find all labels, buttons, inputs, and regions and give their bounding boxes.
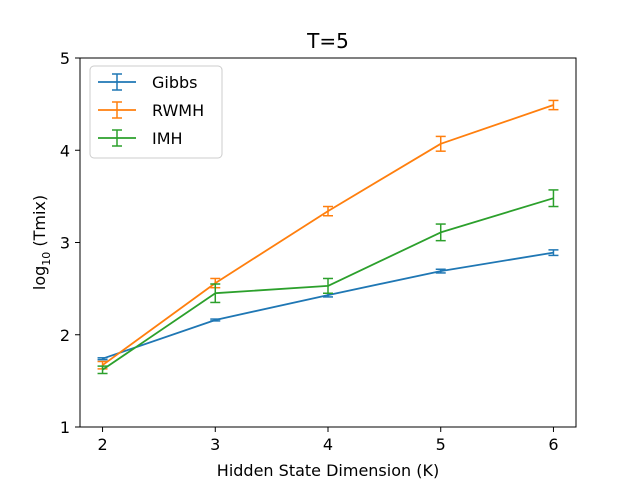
- y-tick-label: 1: [60, 418, 70, 437]
- y-tick-label: 4: [60, 141, 70, 160]
- series-layer: [97, 99, 559, 375]
- error-bar-rwmh: [435, 135, 446, 152]
- legend-item-imh: IMH: [98, 129, 183, 148]
- legend-label-rwmh: RWMH: [152, 101, 204, 120]
- y-tick-label: 2: [60, 326, 70, 345]
- x-tick-label: 2: [97, 435, 107, 454]
- x-tick-label: 3: [210, 435, 220, 454]
- legend-item-rwmh: RWMH: [98, 101, 204, 120]
- y-tick-label: 5: [60, 49, 70, 68]
- legend-label-gibbs: Gibbs: [152, 73, 198, 92]
- error-bar-gibbs: [97, 357, 108, 361]
- x-tick-label: 5: [436, 435, 446, 454]
- y-tick-label: 3: [60, 234, 70, 253]
- y-axis-label-subscript: 10: [40, 252, 53, 266]
- x-tick-label: 4: [323, 435, 333, 454]
- error-bar-imh: [548, 189, 559, 208]
- x-tick-label: 6: [548, 435, 558, 454]
- error-bar-gibbs: [548, 249, 559, 257]
- legend: Gibbs RWMH IMH: [89, 65, 223, 159]
- x-axis-ticks: 2 3 4 5 6: [97, 427, 559, 454]
- error-bar-gibbs: [435, 268, 446, 274]
- x-axis-label: Hidden State Dimension (K): [217, 461, 439, 480]
- error-bar-gibbs: [210, 318, 221, 322]
- y-axis-label: log10 (Tmix): [30, 195, 53, 290]
- y-axis-label-suffix: (Tmix): [30, 195, 49, 252]
- legend-items: Gibbs RWMH IMH: [98, 73, 204, 148]
- legend-label-imh: IMH: [152, 129, 183, 148]
- error-bar-imh: [97, 365, 108, 375]
- error-bar-rwmh: [548, 99, 559, 111]
- y-axis-ticks: 1 2 3 4 5: [60, 49, 80, 437]
- error-bar-imh: [323, 277, 333, 294]
- error-bar-rwmh: [323, 205, 333, 217]
- y-axis-label-prefix: log: [30, 266, 49, 290]
- error-bar-imh: [435, 223, 446, 242]
- legend-frame: [89, 65, 223, 159]
- error-bar-imh: [210, 283, 221, 304]
- legend-item-gibbs: Gibbs: [98, 73, 198, 92]
- chart-title: T=5: [306, 29, 349, 53]
